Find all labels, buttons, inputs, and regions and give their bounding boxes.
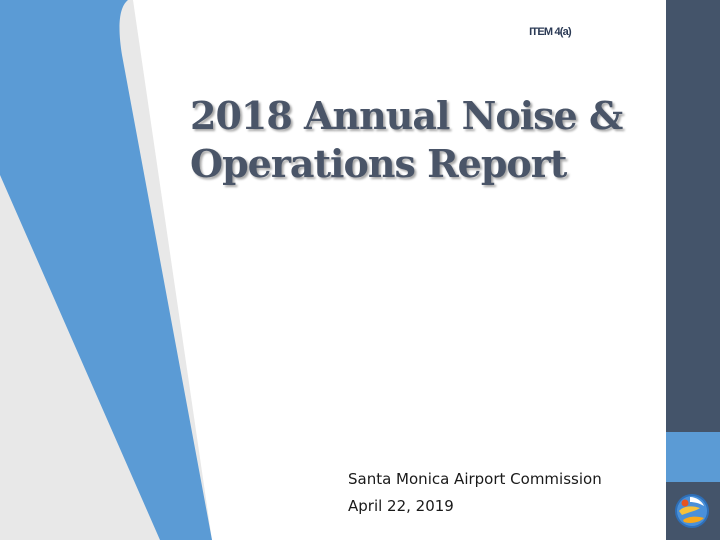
white-content-panel xyxy=(133,0,666,540)
item-tag: ITEM 4(a) xyxy=(529,26,572,38)
slide-title: 2018 Annual Noise & Operations Report xyxy=(190,92,650,188)
commission-name: Santa Monica Airport Commission xyxy=(348,470,602,488)
blue-diagonal-band xyxy=(0,0,212,540)
slide-subtitle: Santa Monica Airport Commission April 22… xyxy=(348,466,648,520)
slide-title-line-2: Operations Report xyxy=(190,141,567,186)
presentation-date: April 22, 2019 xyxy=(348,497,454,515)
blue-sidebar-band xyxy=(666,432,720,482)
slide-title-line-1: 2018 Annual Noise & xyxy=(190,93,623,138)
navy-sidebar xyxy=(666,0,720,432)
santa-monica-airport-logo-icon xyxy=(675,494,709,528)
